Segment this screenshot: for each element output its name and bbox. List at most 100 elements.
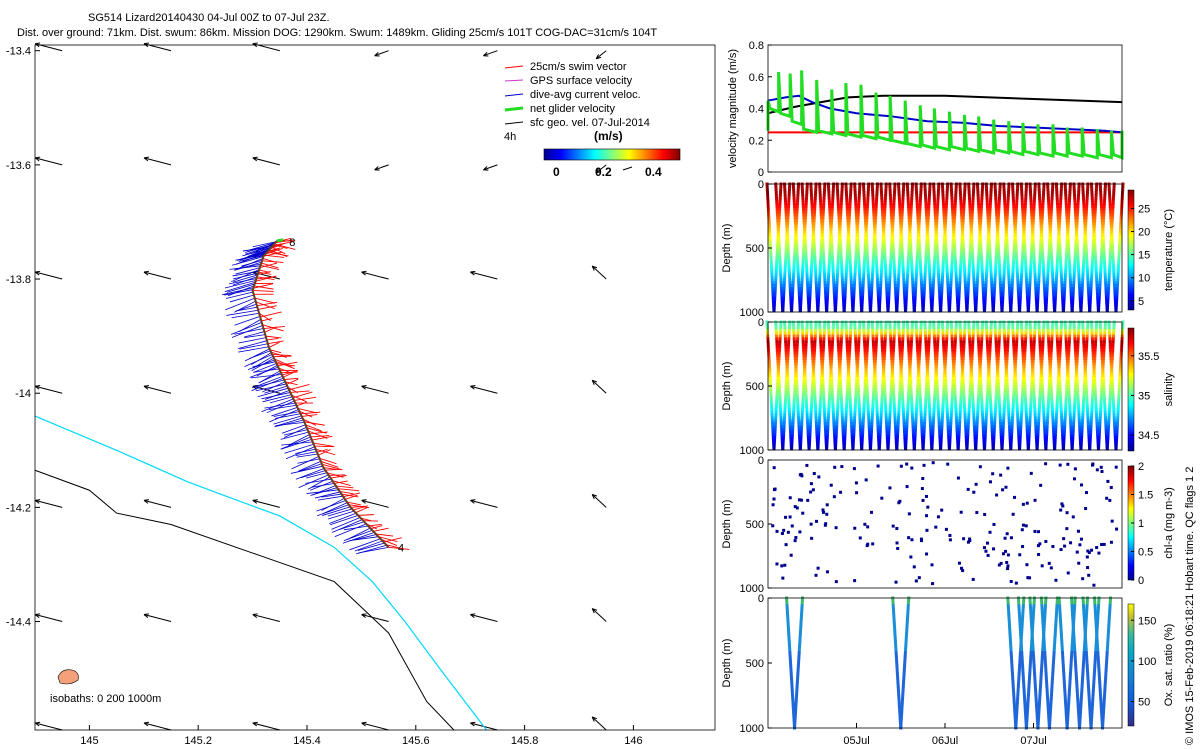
data-point xyxy=(915,261,919,265)
data-point xyxy=(906,272,910,276)
swim-vector xyxy=(296,401,308,407)
data-point xyxy=(1055,269,1059,273)
geo-vector-head xyxy=(374,166,380,171)
data-point xyxy=(1112,185,1116,189)
data-point xyxy=(792,399,796,403)
data-point xyxy=(805,334,809,338)
data-point xyxy=(837,252,841,256)
data-point xyxy=(1010,292,1014,296)
swim-vector xyxy=(323,466,336,470)
data-point xyxy=(919,196,923,200)
data-point xyxy=(1108,255,1112,259)
data-point xyxy=(960,216,964,220)
data-point xyxy=(847,244,851,248)
data-point xyxy=(769,255,773,259)
data-point xyxy=(853,264,857,268)
data-point xyxy=(923,281,927,285)
data-point xyxy=(1121,190,1125,194)
geo-vector xyxy=(361,499,389,508)
data-point xyxy=(1062,292,1066,296)
data-point xyxy=(986,213,990,217)
data-point xyxy=(879,185,883,189)
data-point xyxy=(795,252,799,256)
data-point xyxy=(1007,185,1011,189)
data-point xyxy=(1100,213,1104,217)
data-point xyxy=(1054,292,1058,296)
data-point xyxy=(1114,303,1118,307)
data-point xyxy=(908,238,912,242)
data-point xyxy=(1081,278,1085,282)
data-point xyxy=(1029,199,1033,203)
data-point xyxy=(863,216,867,220)
cbar-tick-04: 0.4 xyxy=(645,165,662,179)
data-point xyxy=(861,278,865,282)
data-point xyxy=(1086,283,1090,287)
data-point xyxy=(1002,272,1006,276)
data-point xyxy=(802,219,806,223)
data-point xyxy=(819,354,823,358)
data-point xyxy=(934,221,938,225)
data-point xyxy=(1059,199,1063,203)
data-point xyxy=(777,382,781,386)
data-point xyxy=(924,252,928,256)
geo-vector-head xyxy=(591,379,598,385)
data-point xyxy=(826,424,830,428)
geo-vector xyxy=(252,613,280,623)
data-point xyxy=(1092,236,1096,240)
data-point xyxy=(775,255,779,259)
data-point xyxy=(1004,221,1008,225)
data-point xyxy=(961,213,965,217)
data-point xyxy=(1024,193,1028,197)
data-point xyxy=(1023,213,1027,217)
data-point xyxy=(1005,210,1009,214)
data-point xyxy=(900,238,904,242)
data-point xyxy=(1106,295,1110,299)
data-point xyxy=(898,244,902,248)
data-point xyxy=(1085,258,1089,262)
data-point xyxy=(839,213,843,217)
data-point xyxy=(893,286,897,290)
data-point xyxy=(958,281,962,285)
data-point xyxy=(977,247,981,251)
data-point xyxy=(812,233,816,237)
data-point xyxy=(1099,188,1103,192)
data-point xyxy=(1107,283,1111,287)
data-point xyxy=(911,295,915,299)
data-point xyxy=(848,255,852,259)
data-point xyxy=(969,221,973,225)
data-point xyxy=(937,283,941,287)
data-point xyxy=(969,233,973,237)
data-point xyxy=(839,345,843,349)
data-point xyxy=(840,185,844,189)
data-point xyxy=(1013,221,1017,225)
data-point xyxy=(863,207,867,211)
data-point xyxy=(919,272,923,276)
data-point xyxy=(862,185,866,189)
data-point xyxy=(900,247,904,251)
data-point xyxy=(1074,213,1078,217)
data-point xyxy=(897,272,901,276)
data-point xyxy=(1052,292,1056,296)
data-point xyxy=(1080,297,1084,301)
data-point xyxy=(1012,202,1016,206)
data-point xyxy=(961,230,965,234)
dac-vector xyxy=(298,460,321,472)
data-point xyxy=(861,289,865,293)
data-point xyxy=(795,258,799,262)
data-point xyxy=(767,351,771,355)
geo-vector-head xyxy=(34,499,41,504)
data-point xyxy=(959,261,963,265)
data-point xyxy=(1005,241,1009,245)
data-point xyxy=(831,340,835,344)
data-point xyxy=(941,261,945,265)
data-point xyxy=(776,221,780,225)
data-point xyxy=(1090,269,1094,273)
data-point xyxy=(1084,210,1088,214)
data-point xyxy=(1098,278,1102,282)
data-point xyxy=(777,247,781,251)
data-point xyxy=(1113,295,1117,299)
data-point xyxy=(1032,205,1036,209)
data-point xyxy=(1056,216,1060,220)
data-point xyxy=(915,190,919,194)
geo-vector xyxy=(34,384,63,394)
